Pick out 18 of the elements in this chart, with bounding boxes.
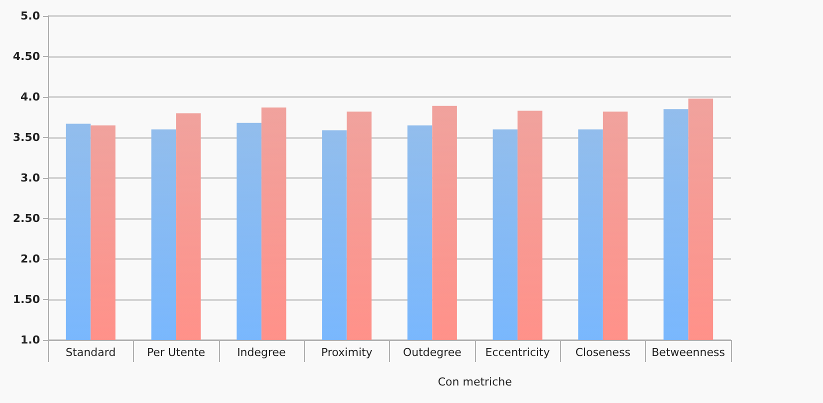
- y-tick-label: 5.0: [20, 10, 40, 22]
- y-tick-label: 2.50: [12, 212, 40, 225]
- y-tick-label: 3.50: [12, 131, 40, 144]
- y-tick-label: 4.50: [12, 50, 40, 63]
- x-tick-label: Eccentricity: [485, 346, 550, 359]
- y-tick-label: 1.50: [12, 293, 40, 306]
- text: Con metriche: [438, 376, 512, 388]
- x-tick-label: Standard: [66, 346, 116, 359]
- x-tick-label: Per Utente: [146, 346, 206, 359]
- y-tick-label: 2.0: [20, 252, 40, 266]
- x-tick-label: Outdegree: [402, 346, 462, 359]
- y-tick-label: 4.0: [20, 90, 40, 104]
- x-tick-label: Proximity: [321, 346, 373, 359]
- y-tick-label: 3.0: [20, 172, 40, 184]
- y-tick-label: 1.0: [20, 334, 40, 346]
- x-tick-label: Closeness: [575, 346, 631, 359]
- x-tick-label: Betweenness: [652, 346, 726, 359]
- x-tick-label: Indegree: [237, 346, 286, 359]
